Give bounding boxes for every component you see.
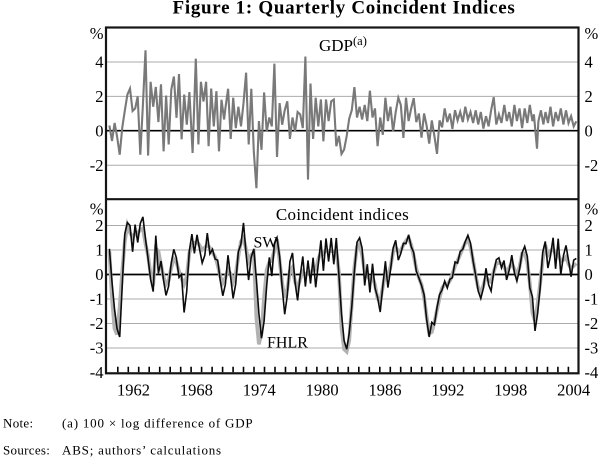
svg-text:1998: 1998 — [494, 380, 527, 399]
svg-text:-2: -2 — [585, 314, 599, 333]
svg-text:1: 1 — [585, 241, 593, 260]
svg-text:Note:: Note: — [3, 416, 33, 431]
svg-text:1980: 1980 — [306, 380, 339, 399]
svg-text:%: % — [90, 24, 104, 43]
svg-text:-2: -2 — [585, 156, 599, 175]
svg-text:-2: -2 — [90, 156, 104, 175]
svg-text:%: % — [585, 199, 599, 218]
svg-text:0: 0 — [585, 265, 593, 284]
svg-text:-4: -4 — [585, 363, 599, 382]
svg-text:-4: -4 — [90, 363, 104, 382]
svg-text:4: 4 — [95, 53, 103, 72]
svg-text:FHLR: FHLR — [267, 335, 308, 352]
svg-text:2004: 2004 — [557, 380, 590, 399]
svg-text:Coincident indices: Coincident indices — [276, 205, 409, 224]
svg-text:%: % — [585, 24, 599, 43]
svg-text:1986: 1986 — [369, 380, 402, 399]
svg-text:2: 2 — [95, 87, 103, 106]
svg-text:-2: -2 — [90, 314, 104, 333]
svg-text:2: 2 — [585, 216, 593, 235]
svg-text:1962: 1962 — [117, 380, 150, 399]
svg-text:1992: 1992 — [431, 380, 464, 399]
svg-text:ABS; authors’ calculations: ABS; authors’ calculations — [62, 443, 222, 458]
svg-text:-3: -3 — [585, 339, 599, 358]
svg-text:1968: 1968 — [180, 380, 213, 399]
svg-text:4: 4 — [585, 53, 593, 72]
svg-text:Figure 1: Quarterly Coincident: Figure 1: Quarterly Coincident Indices — [173, 0, 516, 19]
svg-text:Sources:: Sources: — [3, 443, 50, 458]
svg-text:1974: 1974 — [243, 380, 276, 399]
svg-text:-3: -3 — [90, 339, 104, 358]
svg-text:-1: -1 — [585, 290, 599, 309]
svg-text:-1: -1 — [90, 290, 104, 309]
svg-text:(a) 100 × log difference of GD: (a) 100 × log difference of GDP — [62, 416, 253, 431]
svg-text:2: 2 — [585, 87, 593, 106]
svg-text:0: 0 — [585, 121, 593, 140]
svg-text:1: 1 — [95, 241, 103, 260]
svg-text:%: % — [90, 199, 104, 218]
svg-text:2: 2 — [95, 216, 103, 235]
svg-text:0: 0 — [95, 265, 103, 284]
svg-text:SW: SW — [254, 235, 279, 252]
svg-text:0: 0 — [95, 121, 103, 140]
